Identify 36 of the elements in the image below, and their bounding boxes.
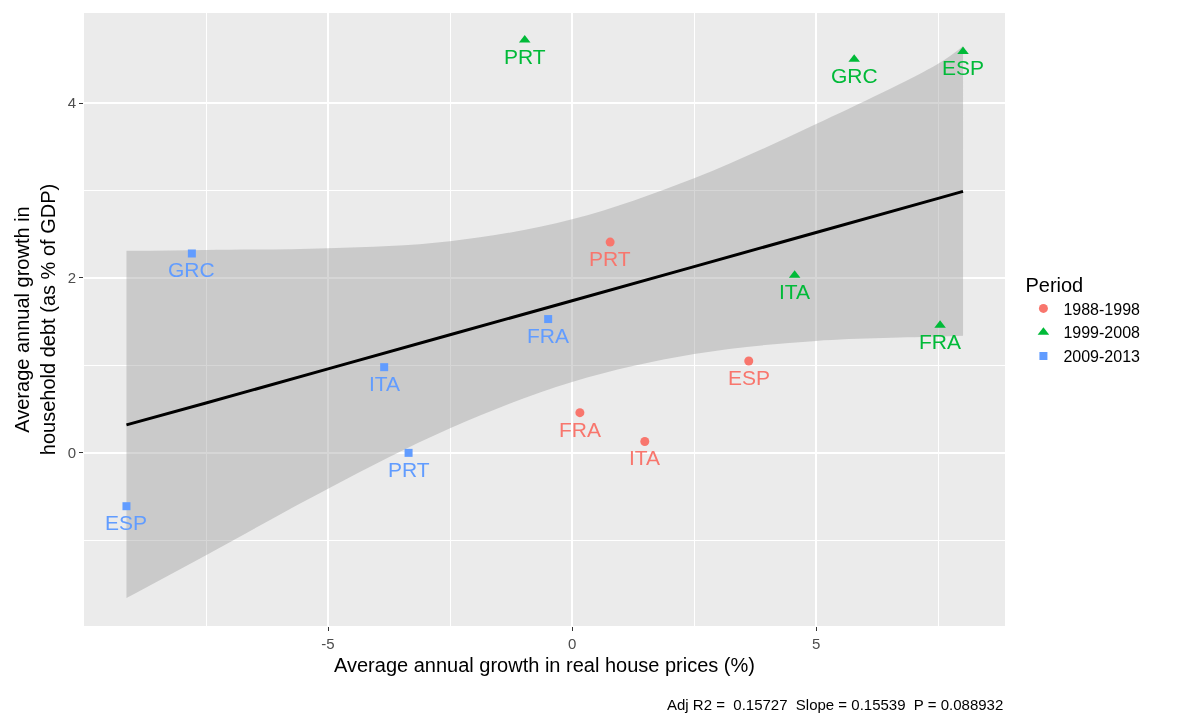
x-tick-label: 0 [567, 635, 577, 652]
legend-label: 2009-2013 [1063, 348, 1141, 366]
point [187, 249, 196, 258]
x-tick-label: 5 [811, 635, 821, 652]
point [744, 356, 754, 366]
point [640, 436, 650, 446]
annotation: FRA [527, 324, 569, 347]
annotation: ITA [629, 446, 661, 469]
annotation: ITA [779, 280, 811, 303]
y-tick-label: 2 [67, 269, 76, 287]
annotation: ESP [105, 511, 148, 534]
y-tick-label: 4 [67, 94, 76, 112]
annotation: PRT [504, 45, 546, 68]
annotation: FRA [559, 418, 601, 441]
point [575, 408, 585, 418]
point [605, 237, 615, 247]
point [122, 502, 131, 511]
annotation: ITA [369, 372, 401, 395]
point [544, 315, 553, 324]
annotation: ESP [942, 56, 985, 79]
point [404, 448, 413, 457]
y-tick-label: 0 [67, 444, 76, 462]
annotation: ESP [728, 366, 771, 389]
point [380, 363, 389, 372]
annotation: FRA [919, 330, 961, 353]
annotation: GRC [168, 258, 215, 281]
legend-label: 1988-1998 [1063, 300, 1141, 318]
annotation: GRC [831, 64, 878, 87]
text: Adj R2 = 0.15727 Slope = 0.15539 P = 0.088932 [667, 696, 1004, 713]
y-axis-title: Average annual growth in household debt (as % of GDP) [11, 183, 60, 456]
x-tick-label: -5 [321, 635, 335, 652]
annotation: PRT [388, 458, 430, 481]
legend-title: Period [1025, 273, 1084, 296]
legend-label: 1999-2008 [1063, 324, 1141, 342]
annotation: PRT [589, 247, 631, 270]
x-axis-title: Average annual growth in real house prices (%) [334, 653, 755, 676]
